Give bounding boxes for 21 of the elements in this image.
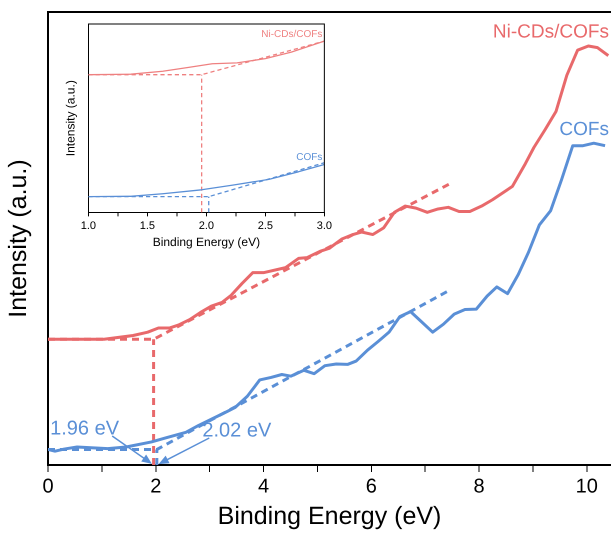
x-tick-label: 4	[258, 476, 270, 498]
x-axis-title: Binding Energy (eV)	[218, 502, 442, 530]
series-label: COFs	[559, 118, 609, 140]
series-label: Ni-CDs/COFs	[492, 22, 609, 43]
x-axis-title: Binding Energy (eV)	[152, 235, 260, 250]
x-tick-label: 8	[473, 476, 485, 498]
x-tick-label: 2	[150, 476, 162, 498]
x-tick-label: 2.0	[198, 220, 214, 232]
x-tick-label: 1.0	[80, 220, 96, 232]
x-tick-label: 2.5	[258, 220, 274, 232]
series-label: COFs	[296, 152, 322, 164]
y-axis-title: Intensity (a.u.)	[4, 159, 32, 318]
series-label: Ni-CDs/COFs	[261, 28, 322, 40]
x-tick-label: 3.0	[316, 220, 332, 232]
y-axis-title: Intensity (a.u.)	[64, 80, 78, 156]
annotation: 2.02 eV	[202, 420, 272, 442]
x-tick-label: 0	[42, 476, 54, 498]
x-tick-label: 10	[576, 476, 598, 498]
x-tick-label: 1.5	[140, 220, 156, 232]
x-tick-label: 6	[366, 476, 377, 498]
annotation: 1.96 eV	[50, 418, 120, 440]
